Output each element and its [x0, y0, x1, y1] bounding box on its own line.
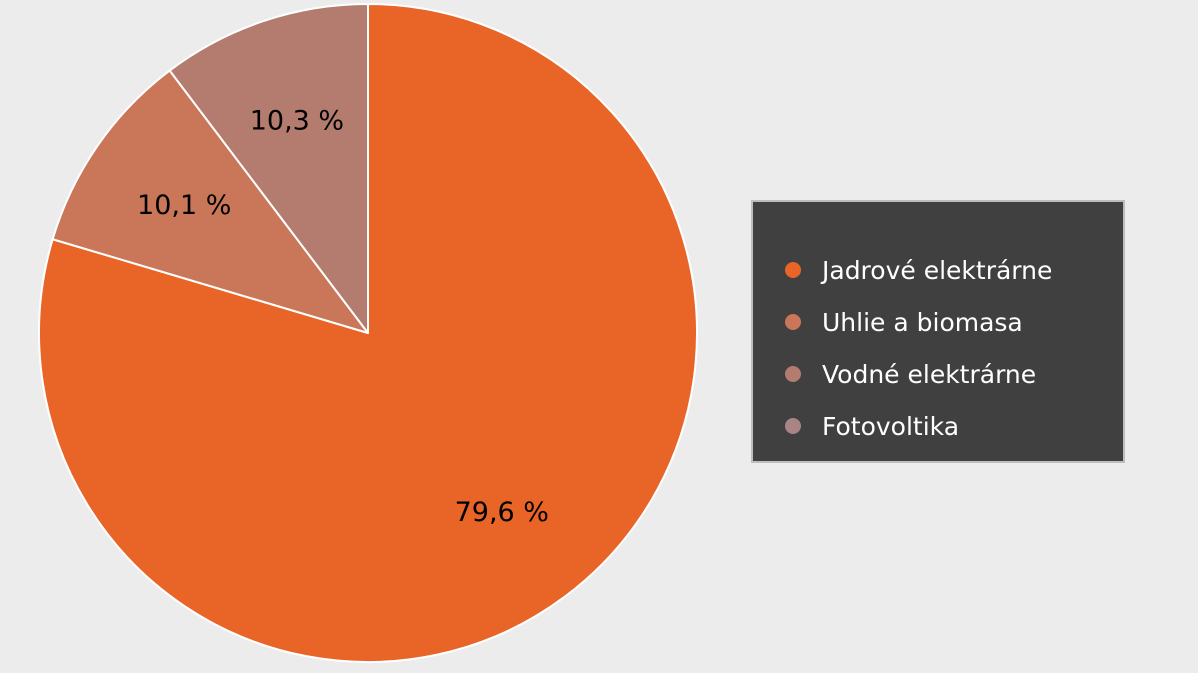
legend-marker-uhlie: [785, 314, 801, 330]
legend-marker-jadrove: [785, 262, 801, 278]
data-label-vodne: 10,3 %: [250, 105, 344, 136]
legend-label-jadrove: Jadrové elektrárne: [822, 255, 1053, 285]
legend-label-fotovoltika: Fotovoltika: [822, 411, 960, 441]
data-label-uhlie: 10,1 %: [137, 190, 231, 221]
legend-marker-vodne: [785, 366, 801, 382]
chart-legend: Jadrové elektrárne Uhlie a biomasa Vodné…: [751, 200, 1125, 463]
legend-item-vodne: Vodné elektrárne: [785, 348, 1052, 400]
pie-slice-vodne: [168, 3, 369, 334]
legend-label-uhlie: Uhlie a biomasa: [822, 307, 1023, 337]
legend-label-vodne: Vodné elektrárne: [822, 359, 1037, 389]
legend-item-jadrove: Jadrové elektrárne: [785, 244, 1052, 296]
legend-item-uhlie: Uhlie a biomasa: [785, 296, 1052, 348]
pie-slice-uhlie: [51, 69, 369, 334]
data-label-jadrove: 79,6 %: [455, 497, 549, 528]
legend-item-fotovoltika: Fotovoltika: [785, 400, 1052, 452]
legend-marker-fotovoltika: [785, 418, 801, 434]
legend-list: Jadrové elektrárne Uhlie a biomasa Vodné…: [785, 244, 1052, 452]
